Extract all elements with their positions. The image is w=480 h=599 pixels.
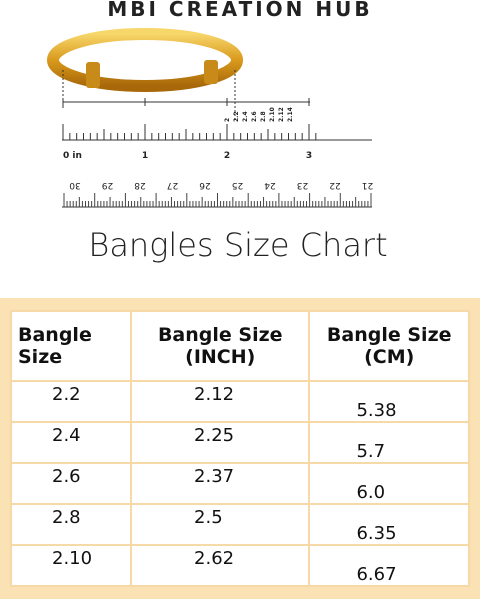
- header-cell: Bangle Size (INCH): [130, 310, 311, 382]
- bangle-clasp: [204, 60, 218, 84]
- cm-label: 28: [134, 180, 146, 190]
- table-cell: 6.35: [308, 503, 470, 546]
- cm-label: 30: [69, 180, 81, 190]
- table-row: 2.2 2.12 5.38: [9, 380, 470, 423]
- table-cell: 2.12: [130, 380, 311, 423]
- size-mark: 2.8: [260, 111, 267, 122]
- table-cell: 2.37: [130, 462, 311, 505]
- table-cell: 2.2: [9, 380, 133, 423]
- size-mark: 2.12: [278, 107, 285, 122]
- table-cell: 2.8: [9, 503, 133, 546]
- size-mark: 2.2: [233, 111, 240, 122]
- inch-label: 0 in: [63, 151, 82, 161]
- table-cell: 6.67: [308, 544, 470, 587]
- table-row: 2.4 2.25 5.7: [9, 421, 470, 464]
- table-cell: 2.25: [130, 421, 311, 464]
- cm-label: 29: [102, 180, 114, 190]
- table-panel: Bangle Size Bangle Size (INCH) Bangle Size…: [0, 298, 480, 599]
- table-cell: 6.0: [308, 462, 470, 505]
- table-row: 2.10 2.62 6.67: [9, 544, 470, 587]
- inch-label: 2: [224, 151, 230, 161]
- bangle: [47, 28, 243, 92]
- size-mark: 2.6: [251, 111, 258, 122]
- cm-label: 22: [329, 180, 340, 190]
- table-cell: 2.4: [9, 421, 133, 464]
- cm-label: 24: [264, 180, 276, 190]
- header-cell: Bangle Size (CM): [308, 310, 470, 382]
- bangle-clasp: [86, 62, 100, 88]
- inch-label: 1: [142, 151, 148, 161]
- cm-label: 26: [199, 180, 211, 190]
- header-cell: Bangle Size: [9, 310, 133, 382]
- inch-label: 3: [306, 151, 312, 161]
- size-mark: 2: [224, 118, 231, 122]
- table-cell: 5.38: [308, 380, 470, 423]
- cm-label: 23: [297, 180, 308, 190]
- table-cell: 5.7: [308, 421, 470, 464]
- chart-title: Bangles Size Chart: [88, 226, 387, 264]
- cm-label: 21: [362, 180, 373, 190]
- size-mark: 2.10: [269, 107, 276, 122]
- size-table: Bangle Size Bangle Size (INCH) Bangle Size…: [9, 310, 470, 587]
- size-mark: 2.14: [287, 107, 294, 122]
- table-cell: 2.10: [9, 544, 133, 587]
- cm-label: 25: [232, 180, 243, 190]
- artwork: MBI CREATION HUB Bangles Size Chart 0 in…: [47, 0, 388, 264]
- table-cell: 2.62: [130, 544, 311, 587]
- table-row: 2.8 2.5 6.35: [9, 503, 470, 546]
- table-cell: 2.5: [130, 503, 311, 546]
- table-row: 2.6 2.37 6.0: [9, 462, 470, 505]
- brand: MBI CREATION HUB: [107, 0, 372, 21]
- cm-label: 27: [167, 180, 178, 190]
- table-cell: 2.6: [9, 462, 133, 505]
- size-mark: 2.4: [242, 111, 249, 122]
- header-row: Bangle Size Bangle Size (INCH) Bangle Size…: [9, 310, 470, 382]
